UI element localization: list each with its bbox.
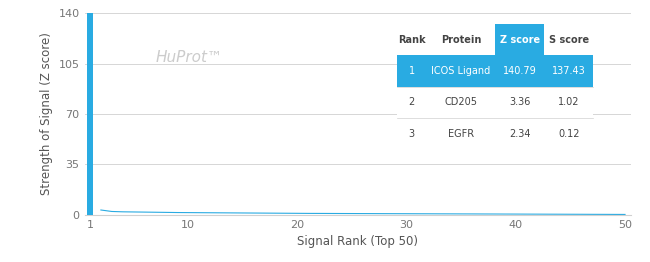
Text: Z score: Z score (500, 35, 540, 45)
Text: 1.02: 1.02 (558, 97, 580, 107)
Text: S score: S score (549, 35, 589, 45)
Text: ICOS Ligand: ICOS Ligand (432, 66, 491, 76)
Text: HuProt™: HuProt™ (155, 50, 223, 65)
X-axis label: Signal Rank (Top 50): Signal Rank (Top 50) (297, 235, 418, 248)
Text: 2.34: 2.34 (509, 129, 530, 139)
Text: 3: 3 (409, 129, 415, 139)
Text: 3.36: 3.36 (509, 97, 530, 107)
Text: 140.79: 140.79 (503, 66, 536, 76)
Text: 2: 2 (409, 97, 415, 107)
Text: Rank: Rank (398, 35, 426, 45)
Text: 137.43: 137.43 (552, 66, 586, 76)
Y-axis label: Strength of Signal (Z score): Strength of Signal (Z score) (40, 32, 53, 195)
Text: CD205: CD205 (445, 97, 478, 107)
Text: 1: 1 (409, 66, 415, 76)
Bar (87, 12, 93, 215)
Text: EGFR: EGFR (448, 129, 474, 139)
Text: Protein: Protein (441, 35, 481, 45)
Text: 0.12: 0.12 (558, 129, 580, 139)
